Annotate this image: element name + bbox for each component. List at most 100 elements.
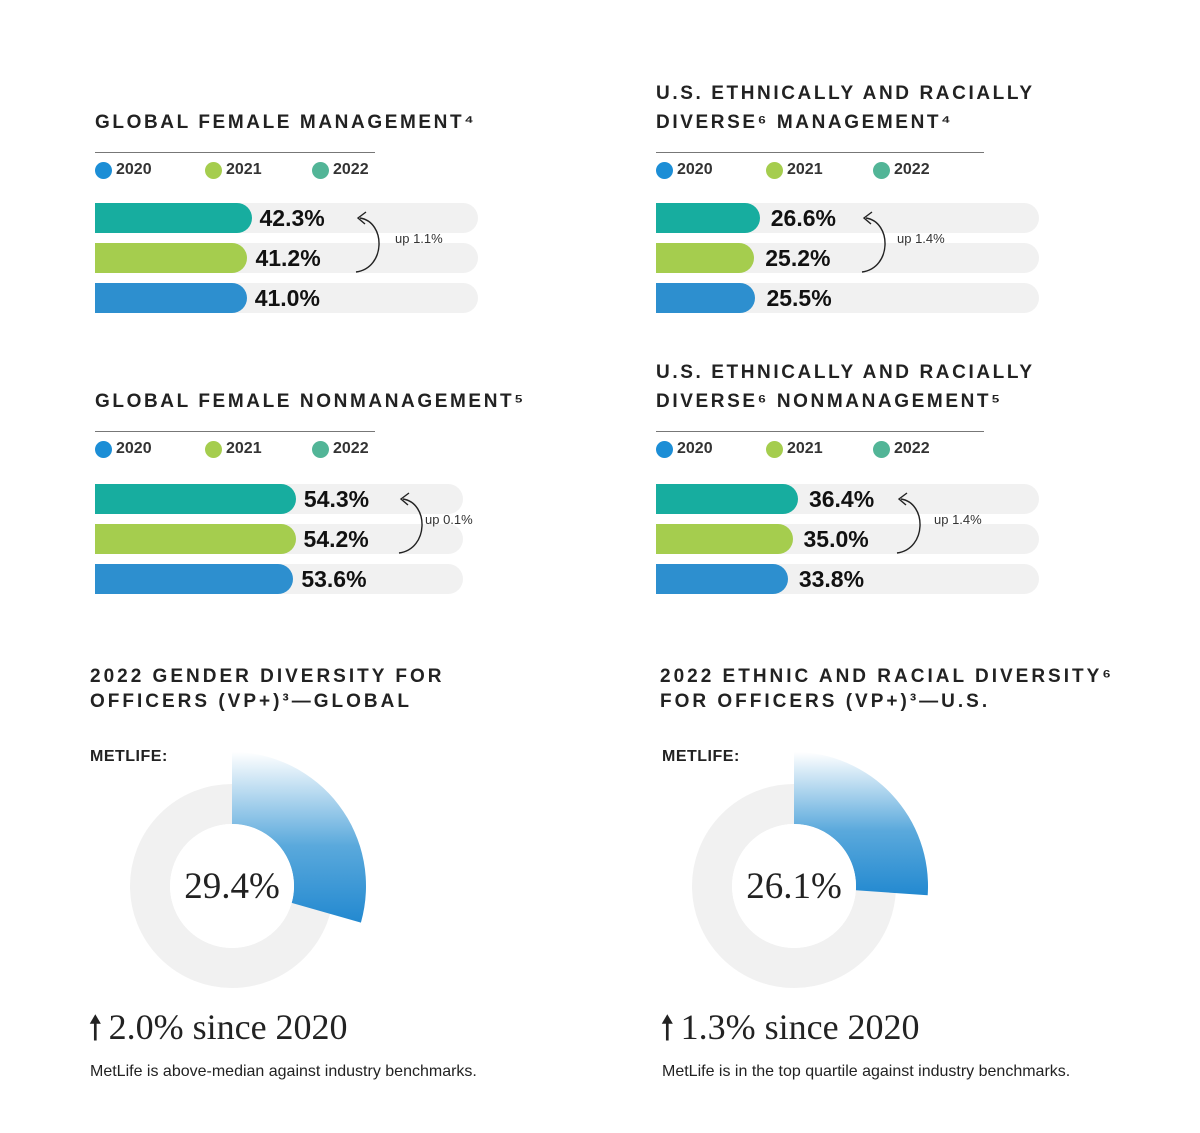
change-since-2020: 🠕 2.0% since 2020 bbox=[88, 1007, 348, 1048]
donut-segment bbox=[794, 752, 928, 896]
donut-chart-ethnic: 26.1% bbox=[692, 752, 928, 988]
bar-2021 bbox=[656, 524, 793, 554]
change-annotation: up 1.4% bbox=[897, 231, 945, 246]
legend-label: 2021 bbox=[787, 161, 823, 178]
bar-panel-us-diverse-nonmanagement: U.S. ETHNICALLY AND RACIALLY DIVERSE⁶ NO… bbox=[656, 359, 1136, 619]
legend-label: 2020 bbox=[116, 440, 152, 457]
bar-value-label-2022: 54.3% bbox=[303, 486, 370, 512]
title-rule bbox=[656, 152, 984, 153]
metlife-label: METLIFE: bbox=[90, 748, 168, 765]
panel-title: GLOBAL FEMALE NONMANAGEMENT⁵ bbox=[95, 391, 526, 412]
bar-value-label-2021: 35.0% bbox=[803, 526, 869, 552]
legend-item-2021: 2021 bbox=[205, 161, 262, 179]
donut-title-line-1: 2022 ETHNIC AND RACIAL DIVERSITY⁶ bbox=[660, 666, 1115, 687]
legend-item-2021: 2021 bbox=[766, 161, 823, 179]
donut-segment bbox=[232, 752, 366, 923]
curved-arrow-icon bbox=[896, 492, 921, 554]
legend-dot-2020 bbox=[95, 440, 112, 458]
legend-dot-2020 bbox=[656, 161, 673, 179]
donut-center-value: 26.1% bbox=[746, 866, 842, 907]
legend-item-2022: 2022 bbox=[873, 161, 930, 179]
panel-title: GLOBAL FEMALE MANAGEMENT⁴ bbox=[95, 112, 477, 133]
panel-title-line-2: DIVERSE⁶ MANAGEMENT⁴ bbox=[656, 112, 954, 133]
donut-title-line-1: 2022 GENDER DIVERSITY FOR bbox=[90, 666, 445, 687]
bar-panel-global-female-nonmanagement: GLOBAL FEMALE NONMANAGEMENT⁵ 2020 2021 202… bbox=[95, 359, 575, 619]
legend-dot-2022 bbox=[312, 161, 329, 179]
legend-label: 2021 bbox=[226, 440, 262, 457]
legend-dot-2021 bbox=[205, 161, 222, 179]
legend-label: 2020 bbox=[677, 440, 713, 457]
legend-label: 2022 bbox=[894, 440, 930, 457]
bar-value-label-2020: 53.6% bbox=[301, 566, 367, 592]
legend-label: 2020 bbox=[677, 161, 713, 178]
bar-2020 bbox=[95, 283, 247, 313]
bar-2020 bbox=[656, 564, 788, 594]
donut-title-line-2: OFFICERS (VP+)³—GLOBAL bbox=[90, 691, 412, 712]
bar-2022 bbox=[95, 203, 252, 233]
bar-value-label-2020: 41.0% bbox=[254, 285, 320, 311]
legend-dot-2021 bbox=[205, 440, 222, 458]
legend-item-2020: 2020 bbox=[95, 161, 152, 179]
donut-hole bbox=[170, 824, 294, 948]
legend-item-2022: 2022 bbox=[312, 440, 369, 458]
metlife-label: METLIFE: bbox=[662, 748, 740, 765]
curved-arrow-icon bbox=[861, 211, 886, 273]
legend-item-2020: 2020 bbox=[95, 440, 152, 458]
change-annotation: up 1.4% bbox=[934, 512, 982, 527]
bar-value-label-2022: 42.3% bbox=[259, 205, 325, 231]
legend-label: 2020 bbox=[116, 161, 152, 178]
up-arrow-icon: 🠕 bbox=[660, 1008, 675, 1048]
title-rule bbox=[656, 431, 984, 432]
benchmark-note: MetLife is above-median against industry… bbox=[90, 1063, 477, 1080]
legend-dot-2022 bbox=[312, 440, 329, 458]
donut-title-line-2: FOR OFFICERS (VP+)³—U.S. bbox=[660, 691, 991, 712]
donut-center-value: 29.4% bbox=[184, 866, 280, 907]
bar-value-label-2020: 33.8% bbox=[798, 566, 865, 592]
legend-item-2021: 2021 bbox=[205, 440, 262, 458]
change-annotation: up 0.1% bbox=[425, 512, 473, 527]
change-annotation: up 1.1% bbox=[395, 231, 443, 246]
legend-item-2021: 2021 bbox=[766, 440, 823, 458]
legend-label: 2022 bbox=[333, 161, 369, 178]
legend-dot-2021 bbox=[766, 440, 783, 458]
legend-item-2020: 2020 bbox=[656, 161, 713, 179]
bar-value-label-2021: 41.2% bbox=[255, 245, 321, 271]
bar-2022 bbox=[656, 484, 798, 514]
panel-title-line-2: DIVERSE⁶ NONMANAGEMENT⁵ bbox=[656, 391, 1003, 412]
legend-label: 2022 bbox=[894, 161, 930, 178]
legend-dot-2022 bbox=[873, 161, 890, 179]
bar-2021 bbox=[656, 243, 755, 273]
bar-2020 bbox=[656, 283, 756, 313]
up-arrow-icon: 🠕 bbox=[88, 1008, 103, 1048]
legend-item-2020: 2020 bbox=[656, 440, 713, 458]
legend-label: 2022 bbox=[333, 440, 369, 457]
legend-label: 2021 bbox=[226, 161, 262, 178]
donut-chart-gender: 29.4% bbox=[130, 752, 366, 988]
bar-panel-us-diverse-management: U.S. ETHNICALLY AND RACIALLY DIVERSE⁶ MA… bbox=[656, 80, 1136, 340]
benchmark-note: MetLife is in the top quartile against i… bbox=[662, 1063, 1071, 1080]
bar-2020 bbox=[95, 564, 294, 594]
donut-hole bbox=[732, 824, 856, 948]
bar-2021 bbox=[95, 524, 296, 554]
bar-panel-global-female-management: GLOBAL FEMALE MANAGEMENT⁴ 2020 2021 2022 4… bbox=[95, 80, 575, 340]
bar-2022 bbox=[95, 484, 296, 514]
bar-2021 bbox=[95, 243, 248, 273]
bar-value-label-2022: 36.4% bbox=[808, 486, 875, 512]
change-since-2020: 🠕 1.3% since 2020 bbox=[660, 1007, 920, 1048]
curved-arrow-icon bbox=[398, 492, 423, 554]
legend-dot-2022 bbox=[873, 440, 890, 458]
legend-item-2022: 2022 bbox=[873, 440, 930, 458]
bar-value-label-2021: 25.2% bbox=[765, 245, 831, 271]
bar-value-label-2020: 25.5% bbox=[766, 285, 832, 311]
bar-2022 bbox=[656, 203, 760, 233]
title-rule bbox=[95, 152, 375, 153]
curved-arrow-icon bbox=[355, 211, 380, 273]
bar-value-label-2021: 54.2% bbox=[303, 526, 369, 552]
panel-title-line-1: U.S. ETHNICALLY AND RACIALLY bbox=[656, 362, 1035, 383]
legend-dot-2021 bbox=[766, 161, 783, 179]
legend-dot-2020 bbox=[95, 161, 112, 179]
legend-dot-2020 bbox=[656, 440, 673, 458]
legend-label: 2021 bbox=[787, 440, 823, 457]
panel-title-line-1: U.S. ETHNICALLY AND RACIALLY bbox=[656, 83, 1035, 104]
bar-value-label-2022: 26.6% bbox=[770, 205, 836, 231]
